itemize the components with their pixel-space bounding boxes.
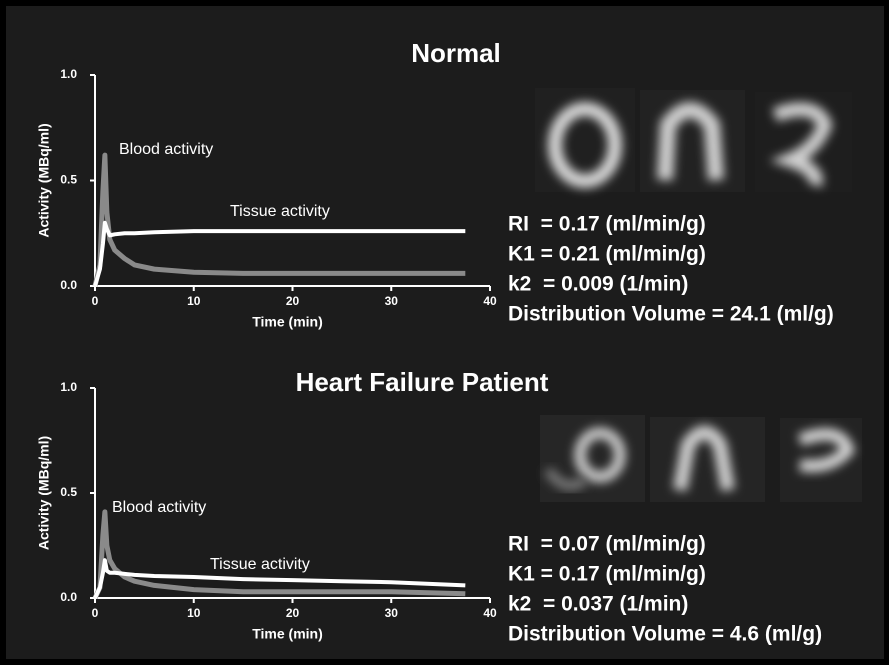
chart-title: Normal <box>411 38 501 68</box>
parameter: k2 = 0.037 (1/min) <box>508 593 688 616</box>
x-tick-label: 20 <box>286 606 300 620</box>
x-tick-label: 0 <box>92 606 99 620</box>
parameter: Distribution Volume = 4.6 (ml/g) <box>508 623 822 646</box>
x-tick-label: 30 <box>385 606 399 620</box>
parameter: Distribution Volume = 24.1 (ml/g) <box>508 303 834 326</box>
y-tick-label: 1.0 <box>60 67 77 81</box>
slide: Normal 0.0 0.5 1.0 0 10 20 30 40 Time (min) Activi… <box>0 0 889 665</box>
parameter: RI = 0.07 (ml/min/g) <box>508 533 706 556</box>
y-tick-label: 0.5 <box>60 173 77 187</box>
x-axis-label: Time (min) <box>252 314 323 330</box>
series-label: Blood activity <box>119 141 213 158</box>
series-label: Tissue activity <box>210 556 310 573</box>
y-axis-label: Activity (MBq/ml) <box>36 123 52 237</box>
y-tick-label: 0.5 <box>60 485 77 499</box>
heart-images-failure <box>540 415 862 502</box>
series-label: Tissue activity <box>230 203 330 220</box>
x-tick-label: 40 <box>483 606 497 620</box>
parameter: RI = 0.17 (ml/min/g) <box>508 213 706 236</box>
parameter: K1 = 0.17 (ml/min/g) <box>508 563 706 586</box>
y-tick-label: 1.0 <box>60 380 77 394</box>
y-tick-label: 0.0 <box>60 590 77 604</box>
x-axis-label: Time (min) <box>252 626 323 642</box>
y-axis-label: Activity (MBq/ml) <box>36 436 52 550</box>
panel <box>6 6 884 659</box>
x-tick-label: 0 <box>92 294 99 308</box>
x-tick-label: 10 <box>187 294 201 308</box>
y-tick-label: 0.0 <box>60 278 77 292</box>
chart-title: Heart Failure Patient <box>296 367 549 397</box>
x-tick-label: 20 <box>286 294 300 308</box>
heart-images-normal <box>535 88 852 192</box>
x-tick-label: 10 <box>187 606 201 620</box>
parameter: K1 = 0.21 (ml/min/g) <box>508 243 706 266</box>
series-label: Blood activity <box>112 499 206 516</box>
x-tick-label: 30 <box>385 294 399 308</box>
page: Normal 0.0 0.5 1.0 0 10 20 30 40 Time (min) Activi… <box>0 0 889 665</box>
x-tick-label: 40 <box>483 294 497 308</box>
parameter: k2 = 0.009 (1/min) <box>508 273 688 296</box>
